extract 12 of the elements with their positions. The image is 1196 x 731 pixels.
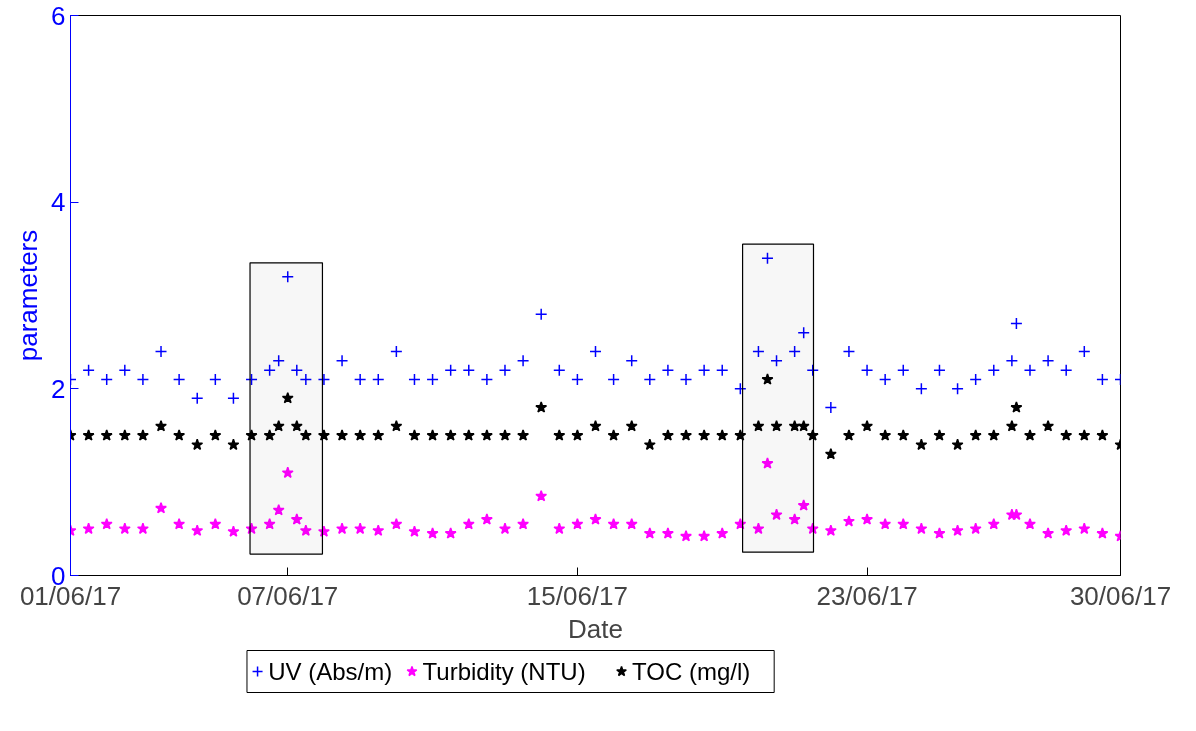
y-axis-title: parameters xyxy=(13,229,44,362)
y-tick-label: 2 xyxy=(51,373,66,404)
x-tick-label: 07/06/17 xyxy=(237,580,339,611)
x-tick-label: 15/06/17 xyxy=(526,580,629,611)
x-tick-label: 30/06/17 xyxy=(1069,580,1172,611)
y-tick-label: 6 xyxy=(51,0,66,31)
x-tick-label: 23/06/17 xyxy=(816,580,918,611)
y-tick-label: 4 xyxy=(51,187,66,218)
legend-label: UV (Abs/m) xyxy=(268,658,393,685)
x-axis-title: Date xyxy=(568,613,623,644)
legend-label: TOC (mg/l) xyxy=(632,658,751,685)
legend-label: Turbidity (NTU) xyxy=(422,658,586,685)
